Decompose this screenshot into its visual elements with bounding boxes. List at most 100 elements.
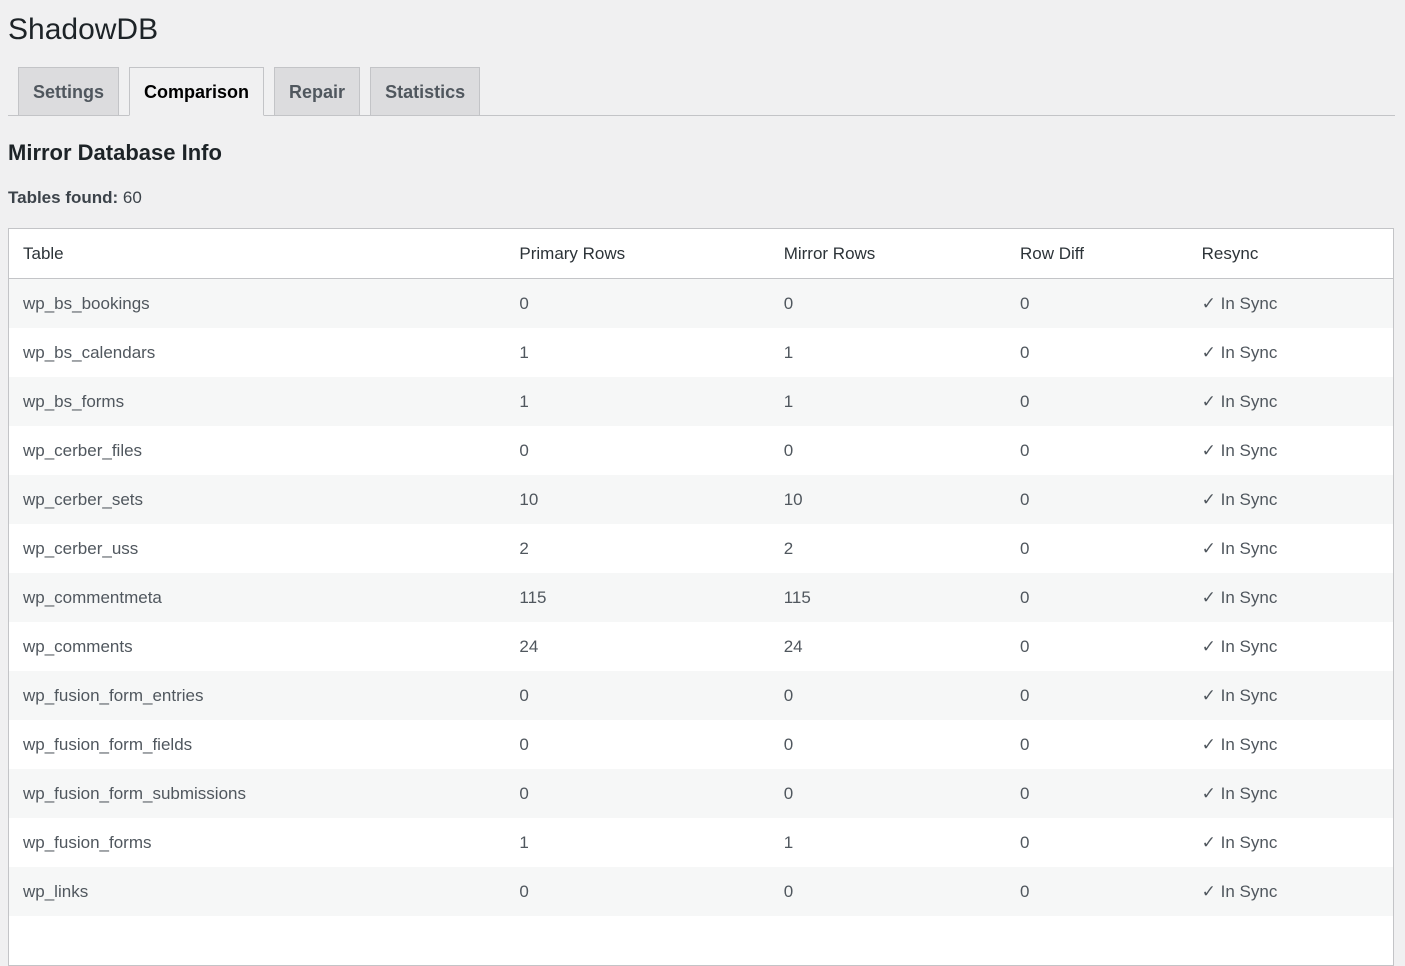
tables-found: Tables found: 60 <box>8 188 1395 208</box>
cell-mirror-rows <box>770 916 1006 966</box>
cell-resync-status: ✓ In Sync <box>1201 636 1278 656</box>
cell-resync-status: ✓ In Sync <box>1187 377 1394 426</box>
cell-mirror-rows: 10 <box>769 475 1007 524</box>
cell-table-name: wp_bs_bookings <box>8 278 506 328</box>
cell-row-diff: 0 <box>1020 832 1030 852</box>
column-header-table-name: Table <box>8 228 506 279</box>
table-row: wp_links 0 0 0 ✓ In Sync <box>8 867 1394 916</box>
cell-mirror-rows: 1 <box>783 832 794 852</box>
column-header-row-diff: Row Diff <box>1006 228 1188 279</box>
cell-primary-rows: 1 <box>519 832 529 852</box>
table-row: wp_comments 24 24 0 ✓ In Sync <box>9 622 1394 671</box>
cell-table-name: wp_cerber_files <box>23 440 143 460</box>
cell-primary-rows: 0 <box>519 734 529 754</box>
cell-mirror-rows: 0 <box>783 734 794 754</box>
cell-mirror-rows: 1 <box>783 342 794 362</box>
cell-mirror-rows: 115 <box>769 573 1007 622</box>
cell-primary-rows: 24 <box>519 636 539 656</box>
column-header-primary-rows: Primary Rows <box>505 228 770 279</box>
cell-primary-rows: 0 <box>519 440 529 460</box>
cell-resync-status: ✓ In Sync <box>1201 440 1278 460</box>
tab-bar: Settings Comparison Repair Statistics <box>8 67 1395 116</box>
cell-mirror-rows: 0 <box>769 867 1007 916</box>
cell-row-diff: 0 <box>1006 671 1188 720</box>
cell-row-diff: 0 <box>1006 573 1188 622</box>
tab-statistics[interactable]: Statistics <box>370 67 481 116</box>
cell-table-name: wp_cerber_uss <box>23 538 139 558</box>
cell-row-diff: 0 <box>1020 440 1030 460</box>
cell-table-name: wp_bs_forms <box>8 377 506 426</box>
cell-resync-status: ✓ In Sync <box>1187 867 1394 916</box>
cell-row-diff: 0 <box>1020 342 1030 362</box>
tab-repair[interactable]: Repair <box>274 67 361 116</box>
cell-table-name: wp_commentmeta <box>8 573 506 622</box>
table-row: wp_cerber_sets 10 10 0 ✓ In Sync <box>8 475 1394 524</box>
cell-table-name <box>9 916 506 966</box>
cell-table-name: wp_fusion_form_submissions <box>8 769 506 818</box>
cell-mirror-rows: 0 <box>769 671 1007 720</box>
table-row: wp_bs_forms 1 1 0 ✓ In Sync <box>8 377 1394 426</box>
cell-row-diff: 0 <box>1006 377 1188 426</box>
cell-primary-rows <box>505 916 769 966</box>
table-row: wp_fusion_form_entries 0 0 0 ✓ In Sync <box>8 671 1394 720</box>
cell-resync-status: ✓ In Sync <box>1201 538 1278 558</box>
table-row: wp_cerber_uss 2 2 0 ✓ In Sync <box>9 524 1394 573</box>
cell-primary-rows: 1 <box>505 377 770 426</box>
cell-row-diff: 0 <box>1006 769 1188 818</box>
cell-primary-rows: 2 <box>519 538 529 558</box>
cell-table-name: wp_links <box>8 867 506 916</box>
cell-mirror-rows: 1 <box>769 377 1007 426</box>
cell-mirror-rows: 24 <box>783 636 803 656</box>
tables-found-label: Tables found: <box>8 188 119 207</box>
cell-primary-rows: 0 <box>505 278 770 328</box>
cell-mirror-rows: 2 <box>783 538 794 558</box>
cell-mirror-rows: 0 <box>769 769 1007 818</box>
column-header-mirror-rows: Mirror Rows <box>769 228 1007 279</box>
cell-primary-rows: 10 <box>505 475 770 524</box>
table-header-row: Table Primary Rows Mirror Rows Row Diff Resy… <box>8 228 1394 279</box>
table-row: wp_fusion_form_fields 0 0 0 ✓ In Sync <box>9 720 1394 769</box>
comparison-table: Table Primary Rows Mirror Rows Row Diff Resy… <box>8 228 1394 966</box>
cell-primary-rows: 0 <box>505 867 770 916</box>
page-title: ShadowDB <box>8 13 159 46</box>
table-row <box>9 916 1394 966</box>
cell-resync-status: ✓ In Sync <box>1201 342 1278 362</box>
cell-resync-status: ✓ In Sync <box>1187 671 1394 720</box>
tables-found-value: 60 <box>122 188 142 207</box>
cell-table-name: wp_fusion_form_entries <box>8 671 506 720</box>
cell-row-diff: 0 <box>1020 636 1030 656</box>
cell-primary-rows: 115 <box>505 573 770 622</box>
cell-resync-status: ✓ In Sync <box>1187 475 1394 524</box>
cell-mirror-rows: 0 <box>783 440 794 460</box>
cell-row-diff: 0 <box>1006 867 1188 916</box>
cell-resync-status: ✓ In Sync <box>1201 734 1278 754</box>
column-header-resync-status: Resync <box>1187 228 1394 279</box>
cell-table-name: wp_bs_calendars <box>23 342 156 362</box>
table-row: wp_bs_bookings 0 0 0 ✓ In Sync <box>8 278 1394 328</box>
table-row: wp_commentmeta 115 115 0 ✓ In Sync <box>8 573 1394 622</box>
cell-row-diff: 0 <box>1006 475 1188 524</box>
cell-resync-status: ✓ In Sync <box>1187 769 1394 818</box>
table-row: wp_cerber_files 0 0 0 ✓ In Sync <box>9 426 1394 475</box>
cell-resync-status <box>1188 916 1394 966</box>
tab-settings[interactable]: Settings <box>18 67 120 116</box>
cell-primary-rows: 0 <box>505 769 770 818</box>
cell-table-name: wp_comments <box>23 636 133 656</box>
cell-resync-status: ✓ In Sync <box>1187 278 1394 328</box>
cell-row-diff: 0 <box>1020 538 1030 558</box>
cell-table-name: wp_cerber_sets <box>8 475 506 524</box>
cell-resync-status: ✓ In Sync <box>1201 832 1278 852</box>
section-title: Mirror Database Info <box>8 140 222 165</box>
cell-row-diff <box>1006 916 1188 966</box>
cell-table-name: wp_fusion_form_fields <box>23 734 193 754</box>
table-row: wp_bs_calendars 1 1 0 ✓ In Sync <box>9 328 1394 377</box>
cell-row-diff: 0 <box>1006 278 1188 328</box>
tab-comparison[interactable]: Comparison <box>129 67 265 116</box>
cell-primary-rows: 1 <box>519 342 529 362</box>
cell-table-name: wp_fusion_forms <box>23 832 152 852</box>
cell-primary-rows: 0 <box>505 671 770 720</box>
cell-mirror-rows: 0 <box>769 278 1007 328</box>
cell-row-diff: 0 <box>1020 734 1030 754</box>
table-row: wp_fusion_forms 1 1 0 ✓ In Sync <box>9 818 1394 867</box>
table-row: wp_fusion_form_submissions 0 0 0 ✓ In Sync <box>8 769 1394 818</box>
